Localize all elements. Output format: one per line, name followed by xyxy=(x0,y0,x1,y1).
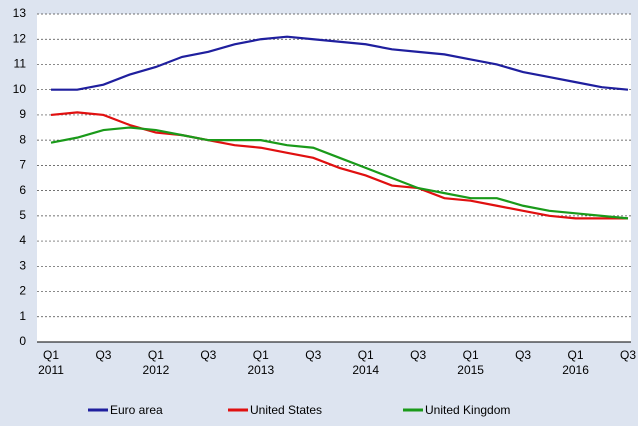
y-tick-label: 7 xyxy=(19,158,26,172)
y-tick-label: 6 xyxy=(19,183,26,197)
x-tick-label: 2014 xyxy=(352,363,379,377)
x-tick-label: Q1 xyxy=(358,348,374,362)
x-tick-label: 2013 xyxy=(247,363,274,377)
x-tick-label: 2015 xyxy=(457,363,484,377)
y-tick-label: 3 xyxy=(19,258,26,272)
line-series xyxy=(51,35,629,91)
x-tick-label: Q3 xyxy=(200,348,216,362)
legend-label: United Kingdom xyxy=(425,403,510,417)
x-tick-label: 2016 xyxy=(562,363,589,377)
x-tick-label: Q1 xyxy=(148,348,164,362)
x-tick-label: Q3 xyxy=(410,348,426,362)
y-tick-label: 0 xyxy=(19,334,26,348)
y-tick-label: 10 xyxy=(13,82,27,96)
plot-area xyxy=(37,14,631,342)
y-tick-label: 2 xyxy=(19,284,26,298)
y-tick-label: 11 xyxy=(14,57,27,71)
y-tick-label: 9 xyxy=(19,107,26,121)
y-tick-label: 5 xyxy=(19,208,26,222)
x-tick-label: Q1 xyxy=(568,348,584,362)
line-series xyxy=(50,126,629,220)
y-tick-label: 12 xyxy=(13,31,27,45)
y-tick-label: 1 xyxy=(19,309,26,323)
x-tick-label: Q1 xyxy=(463,348,479,362)
y-tick-label: 13 xyxy=(13,6,27,20)
x-tick-label: 2011 xyxy=(38,363,64,377)
x-tick-label: Q3 xyxy=(95,348,111,362)
x-tick-label: Q1 xyxy=(43,348,59,362)
x-tick-label: Q3 xyxy=(515,348,531,362)
x-tick-label: Q3 xyxy=(620,348,636,362)
y-tick-label: 4 xyxy=(19,233,26,247)
x-tick-label: Q1 xyxy=(253,348,269,362)
legend-label: United States xyxy=(250,403,322,417)
y-tick-label: 8 xyxy=(19,132,26,146)
x-tick-label: 2012 xyxy=(143,363,170,377)
x-tick-label: Q3 xyxy=(305,348,321,362)
legend-label: Euro area xyxy=(110,403,163,417)
